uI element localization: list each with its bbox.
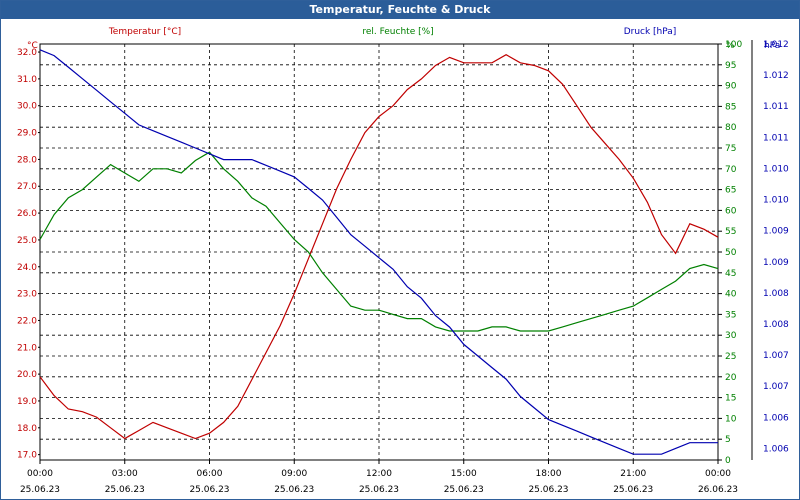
series-line-humidity	[39, 151, 719, 332]
pressure-tick-label: 1.008	[763, 289, 789, 299]
temperature-tick-label: 27.0	[17, 182, 37, 192]
pressure-tick-label: 1.007	[763, 351, 789, 361]
temperature-tick-label: 25.0	[17, 236, 37, 246]
x-tick-label-date: 25.06.23	[20, 485, 60, 495]
humidity-tick-label: 60	[725, 206, 737, 216]
series-line-temperature	[39, 54, 719, 440]
pressure-tick-label: 1.009	[763, 258, 789, 268]
x-tick-label-time: 03:00	[112, 469, 138, 479]
humidity-tick-label: 30	[725, 331, 737, 341]
x-tick-label-date: 25.06.23	[528, 485, 568, 495]
temperature-tick-label: 20.0	[17, 370, 37, 380]
temperature-tick-label: 17.0	[17, 451, 37, 461]
temperature-tick-label: 26.0	[17, 209, 37, 219]
pressure-tick-label: 1.007	[763, 382, 789, 392]
humidity-tick-label: 25	[725, 352, 736, 362]
x-tick-label-time: 06:00	[197, 469, 223, 479]
temperature-tick-label: 18.0	[17, 424, 37, 434]
x-tick-label-time: 12:00	[366, 469, 392, 479]
humidity-tick-label: 15	[725, 394, 736, 404]
x-tick-label-date: 26.06.23	[698, 485, 738, 495]
humidity-tick-label: 85	[725, 102, 736, 112]
humidity-tick-label: 70	[725, 165, 737, 175]
humidity-axis-label: rel. Feuchte [%]	[362, 27, 433, 37]
temperature-tick-label: 28.0	[17, 155, 37, 165]
humidity-tick-label: 0	[725, 456, 731, 466]
pressure-tick-label: 1.012	[763, 71, 789, 81]
temperature-tick-label: 23.0	[17, 290, 37, 300]
humidity-tick-label: 75	[725, 144, 736, 154]
humidity-tick-label: 5	[725, 435, 731, 445]
pressure-axis-label: Druck [hPa]	[624, 27, 677, 37]
x-tick-label-time: 21:00	[620, 469, 646, 479]
humidity-tick-label: 10	[725, 414, 737, 424]
x-tick-label-time: 15:00	[451, 469, 477, 479]
x-tick-label-date: 25.06.23	[189, 485, 229, 495]
temperature-tick-label: 30.0	[17, 102, 37, 112]
x-tick-label-time: 00:00	[27, 469, 53, 479]
x-tick-label-date: 25.06.23	[105, 485, 145, 495]
pressure-tick-label: 1.009	[763, 227, 789, 237]
x-tick-label-date: 25.06.23	[359, 485, 399, 495]
temperature-tick-label: 19.0	[17, 397, 37, 407]
pressure-tick-label: 1.010	[763, 164, 789, 174]
pressure-tick-label: 1.010	[763, 196, 789, 206]
humidity-tick-label: 35	[725, 310, 736, 320]
pressure-unit-label: hPa	[764, 41, 780, 51]
x-tick-label-time: 09:00	[281, 469, 307, 479]
chart-title: Temperatur, Feuchte & Druck	[1, 1, 799, 19]
humidity-tick-label: 100	[725, 40, 742, 50]
pressure-tick-label: 1.006	[763, 444, 789, 454]
pressure-tick-label: 1.011	[763, 102, 789, 112]
temperature-axis-label: Temperatur [°C]	[108, 27, 181, 37]
x-tick-label-date: 25.06.23	[613, 485, 653, 495]
x-tick-label-time: 00:00	[705, 469, 731, 479]
temperature-tick-label: 31.0	[17, 75, 37, 85]
x-tick-label-time: 18:00	[536, 469, 562, 479]
humidity-tick-label: 95	[725, 61, 736, 71]
temperature-tick-label: 29.0	[17, 129, 37, 139]
temperature-tick-label: 22.0	[17, 316, 37, 326]
humidity-unit-label: %	[726, 41, 735, 51]
pressure-tick-label: 1.006	[763, 413, 789, 423]
humidity-tick-label: 90	[725, 82, 737, 92]
temperature-unit-label: °C	[27, 41, 38, 51]
temperature-tick-label: 32.0	[17, 48, 37, 58]
humidity-tick-label: 40	[725, 290, 737, 300]
x-tick-label-date: 25.06.23	[444, 485, 484, 495]
pressure-tick-label: 1.008	[763, 320, 789, 330]
humidity-tick-label: 55	[725, 227, 736, 237]
temperature-tick-label: 21.0	[17, 343, 37, 353]
humidity-tick-label: 45	[725, 269, 736, 279]
humidity-tick-label: 50	[725, 248, 737, 258]
humidity-tick-label: 80	[725, 123, 737, 133]
temperature-tick-label: 24.0	[17, 263, 37, 273]
series-line-pressure	[39, 49, 718, 455]
humidity-tick-label: 20	[725, 373, 737, 383]
x-tick-label-date: 25.06.23	[274, 485, 314, 495]
pressure-tick-label: 1.012	[763, 40, 789, 50]
humidity-tick-label: 65	[725, 186, 736, 196]
pressure-tick-label: 1.011	[763, 133, 789, 143]
